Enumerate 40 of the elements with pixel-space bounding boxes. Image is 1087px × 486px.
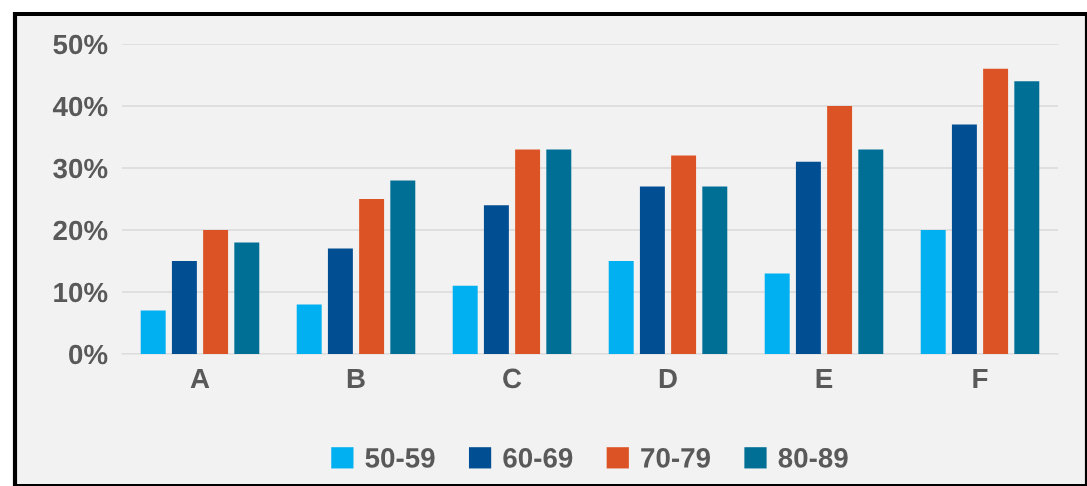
bar	[390, 180, 416, 354]
bar	[452, 285, 478, 354]
bar	[983, 68, 1009, 354]
bar	[171, 261, 197, 354]
bar	[296, 304, 322, 354]
x-tick-label: C	[503, 368, 522, 389]
y-tick-label: 30%	[53, 158, 108, 179]
bar	[1014, 81, 1040, 354]
x-tick-label: F	[973, 368, 988, 389]
x-tick-label: B	[347, 368, 365, 389]
bar	[764, 273, 790, 354]
bar	[858, 149, 884, 354]
bar	[608, 261, 634, 354]
y-tick-label: 50%	[53, 34, 108, 55]
x-tick-label: A	[190, 368, 210, 389]
bar	[920, 230, 946, 354]
bar	[827, 106, 853, 354]
x-tick-label: E	[816, 368, 833, 389]
bar	[515, 149, 541, 354]
legend-label: 50-59	[365, 448, 435, 468]
legend-label: 60-69	[503, 448, 573, 468]
bar	[671, 155, 697, 354]
bar	[234, 242, 260, 354]
y-tick-label: 0%	[69, 344, 108, 365]
y-tick-label: 20%	[53, 220, 108, 241]
x-tick-label: D	[659, 368, 677, 389]
legend-label: 80-89	[778, 448, 848, 468]
bar	[359, 199, 385, 354]
bar	[327, 248, 353, 354]
bar	[795, 161, 821, 354]
bar	[546, 149, 572, 354]
bar	[140, 310, 166, 354]
bar	[203, 230, 229, 354]
y-tick-label: 10%	[54, 282, 108, 303]
legend-label: 70-79	[641, 448, 711, 468]
y-tick-label: 40%	[52, 96, 108, 117]
bar	[639, 186, 665, 354]
bar	[702, 186, 728, 354]
bar	[483, 205, 509, 354]
bar	[951, 124, 977, 354]
